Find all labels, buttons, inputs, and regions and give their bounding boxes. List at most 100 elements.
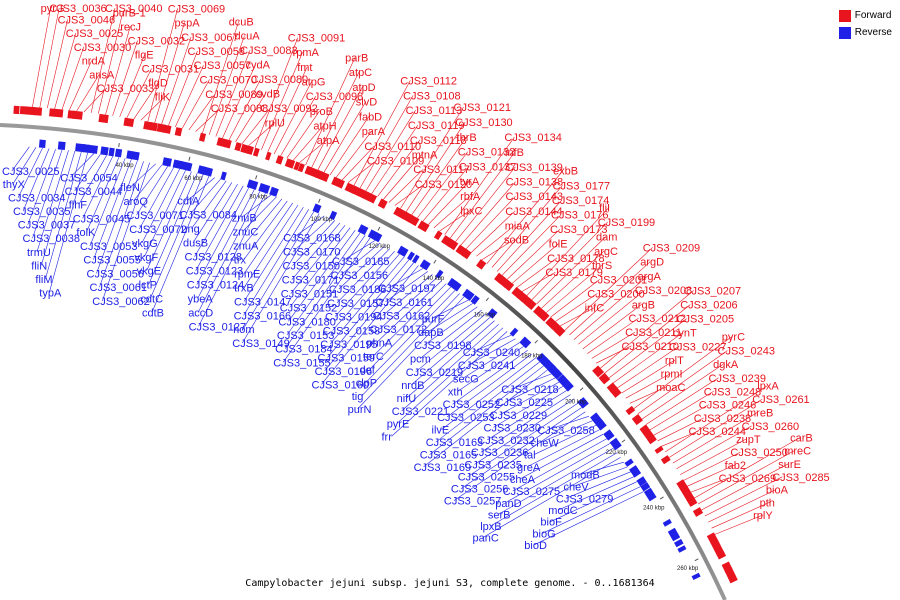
reverse-leader-line <box>82 156 114 219</box>
forward-gene-label: CJS3_0174 <box>552 195 610 207</box>
reverse-leader-line <box>369 286 452 370</box>
forward-leader-line <box>267 66 308 152</box>
forward-leader-line <box>39 7 60 108</box>
reverse-gene-feature <box>258 183 271 194</box>
forward-gene-label: CJS3_0139 <box>505 162 563 174</box>
forward-gene-label: argA <box>638 271 662 283</box>
forward-gene-feature <box>149 122 158 132</box>
forward-gene-feature <box>680 485 691 495</box>
reverse-leader-line <box>22 148 50 212</box>
reverse-gene-label: CJS3_0149 <box>232 338 289 350</box>
reverse-gene-label: CJS3_0038 <box>23 233 81 245</box>
forward-gene-label: infB <box>505 147 524 159</box>
reverse-leader-line <box>36 150 69 252</box>
forward-gene-feature <box>503 280 515 292</box>
reverse-leader-line <box>102 162 150 302</box>
forward-leader-line <box>444 136 515 235</box>
reverse-gene-label: rpmE <box>234 269 260 281</box>
reverse-gene-label: phnA <box>367 338 393 350</box>
reverse-gene-label: CJS3_0160 <box>312 379 370 391</box>
forward-leader-line <box>305 57 356 166</box>
forward-gene-label: thrB <box>457 132 477 144</box>
forward-gene-label: parA <box>362 126 386 138</box>
reverse-leader-line <box>573 466 628 487</box>
forward-gene-label: CJS3_0112 <box>400 75 457 87</box>
reverse-leader-line <box>480 394 571 453</box>
reverse-gene-label: purN <box>348 404 372 416</box>
forward-leader-line <box>280 96 317 157</box>
forward-gene-label: flgD <box>148 78 168 90</box>
forward-leader-line <box>112 40 138 116</box>
reverse-gene-label: modB <box>571 469 600 481</box>
reverse-leader-line <box>357 296 465 410</box>
reverse-leader-line <box>423 306 478 346</box>
reverse-gene-label: trx <box>234 255 247 267</box>
forward-leader-line <box>591 331 636 359</box>
tick-mark <box>188 156 191 161</box>
reverse-leader-line <box>89 158 126 247</box>
forward-leader-line <box>168 50 198 126</box>
forward-gene-feature <box>368 194 378 204</box>
reverse-gene-label: CJS3_0061 <box>90 282 148 294</box>
reverse-leader-line <box>453 411 586 501</box>
reverse-gene-feature <box>487 308 498 319</box>
forward-leader-line <box>516 257 558 288</box>
forward-leader-line <box>405 121 466 212</box>
reverse-gene-label: ybeA <box>188 294 214 306</box>
forward-gene-label: CJS3_0040 <box>105 3 163 15</box>
forward-leader-line <box>365 110 416 192</box>
reverse-leader-line <box>462 342 520 379</box>
forward-gene-label: argD <box>640 257 664 269</box>
forward-gene-label: CJS3_0091 <box>288 33 346 45</box>
reverse-gene-label: bioG <box>532 528 555 540</box>
reverse-gene-feature <box>435 269 444 279</box>
reverse-gene-feature <box>162 157 172 167</box>
forward-leader-line <box>569 261 651 336</box>
tick-mark <box>579 387 584 391</box>
reverse-leader-line <box>198 192 266 327</box>
reverse-leader-line <box>284 235 366 349</box>
forward-leader-line <box>133 82 159 120</box>
reverse-gene-label: cdtC <box>140 293 163 305</box>
forward-gene-feature <box>710 539 721 549</box>
reverse-leader-line <box>533 424 597 455</box>
tick-mark <box>255 175 258 180</box>
reverse-leader-line <box>372 283 447 357</box>
forward-gene-feature <box>537 309 550 322</box>
forward-gene-label: thrS <box>592 260 612 272</box>
forward-gene-feature <box>265 151 272 161</box>
reverse-gene-label: bioF <box>540 517 562 529</box>
forward-gene-label: CJS3_0211 <box>625 327 682 339</box>
reverse-leader-line <box>338 245 386 290</box>
forward-leader-line <box>573 275 648 340</box>
forward-gene-label: nrdA <box>82 56 106 68</box>
forward-gene-label: dam <box>596 232 617 244</box>
reverse-leader-line <box>292 220 336 266</box>
forward-gene-label: lpxA <box>757 381 779 393</box>
reverse-leader-line <box>580 461 624 475</box>
reverse-gene-feature <box>590 412 599 421</box>
forward-gene-label: CJS3_0030 <box>74 42 132 54</box>
reverse-gene-label: CJS3_0128 <box>185 252 243 264</box>
reverse-leader-line <box>17 147 43 198</box>
forward-leader-line <box>550 279 600 318</box>
forward-gene-label: rbfA <box>460 191 481 203</box>
forward-gene-feature <box>246 145 254 155</box>
reverse-gene-label: CJS3_0240 <box>463 347 521 359</box>
reverse-leader-line <box>547 415 590 431</box>
reverse-gene-label: CJS3_0055 <box>83 255 140 267</box>
kbp-tick-label: 240 kbp <box>643 506 665 512</box>
forward-leader-line <box>98 12 123 114</box>
forward-gene-feature <box>49 108 55 117</box>
reverse-leader-line <box>130 163 157 188</box>
forward-gene-feature <box>461 248 472 260</box>
forward-leader-line <box>649 391 714 431</box>
forward-leader-line <box>119 54 145 117</box>
forward-leader-line <box>476 225 515 257</box>
forward-leader-line <box>273 81 312 154</box>
forward-leader-line <box>460 181 516 246</box>
forward-gene-feature <box>397 209 408 220</box>
forward-leader-line <box>286 110 320 159</box>
forward-gene-label: pyrC <box>722 332 745 344</box>
forward-gene-feature <box>592 365 602 375</box>
